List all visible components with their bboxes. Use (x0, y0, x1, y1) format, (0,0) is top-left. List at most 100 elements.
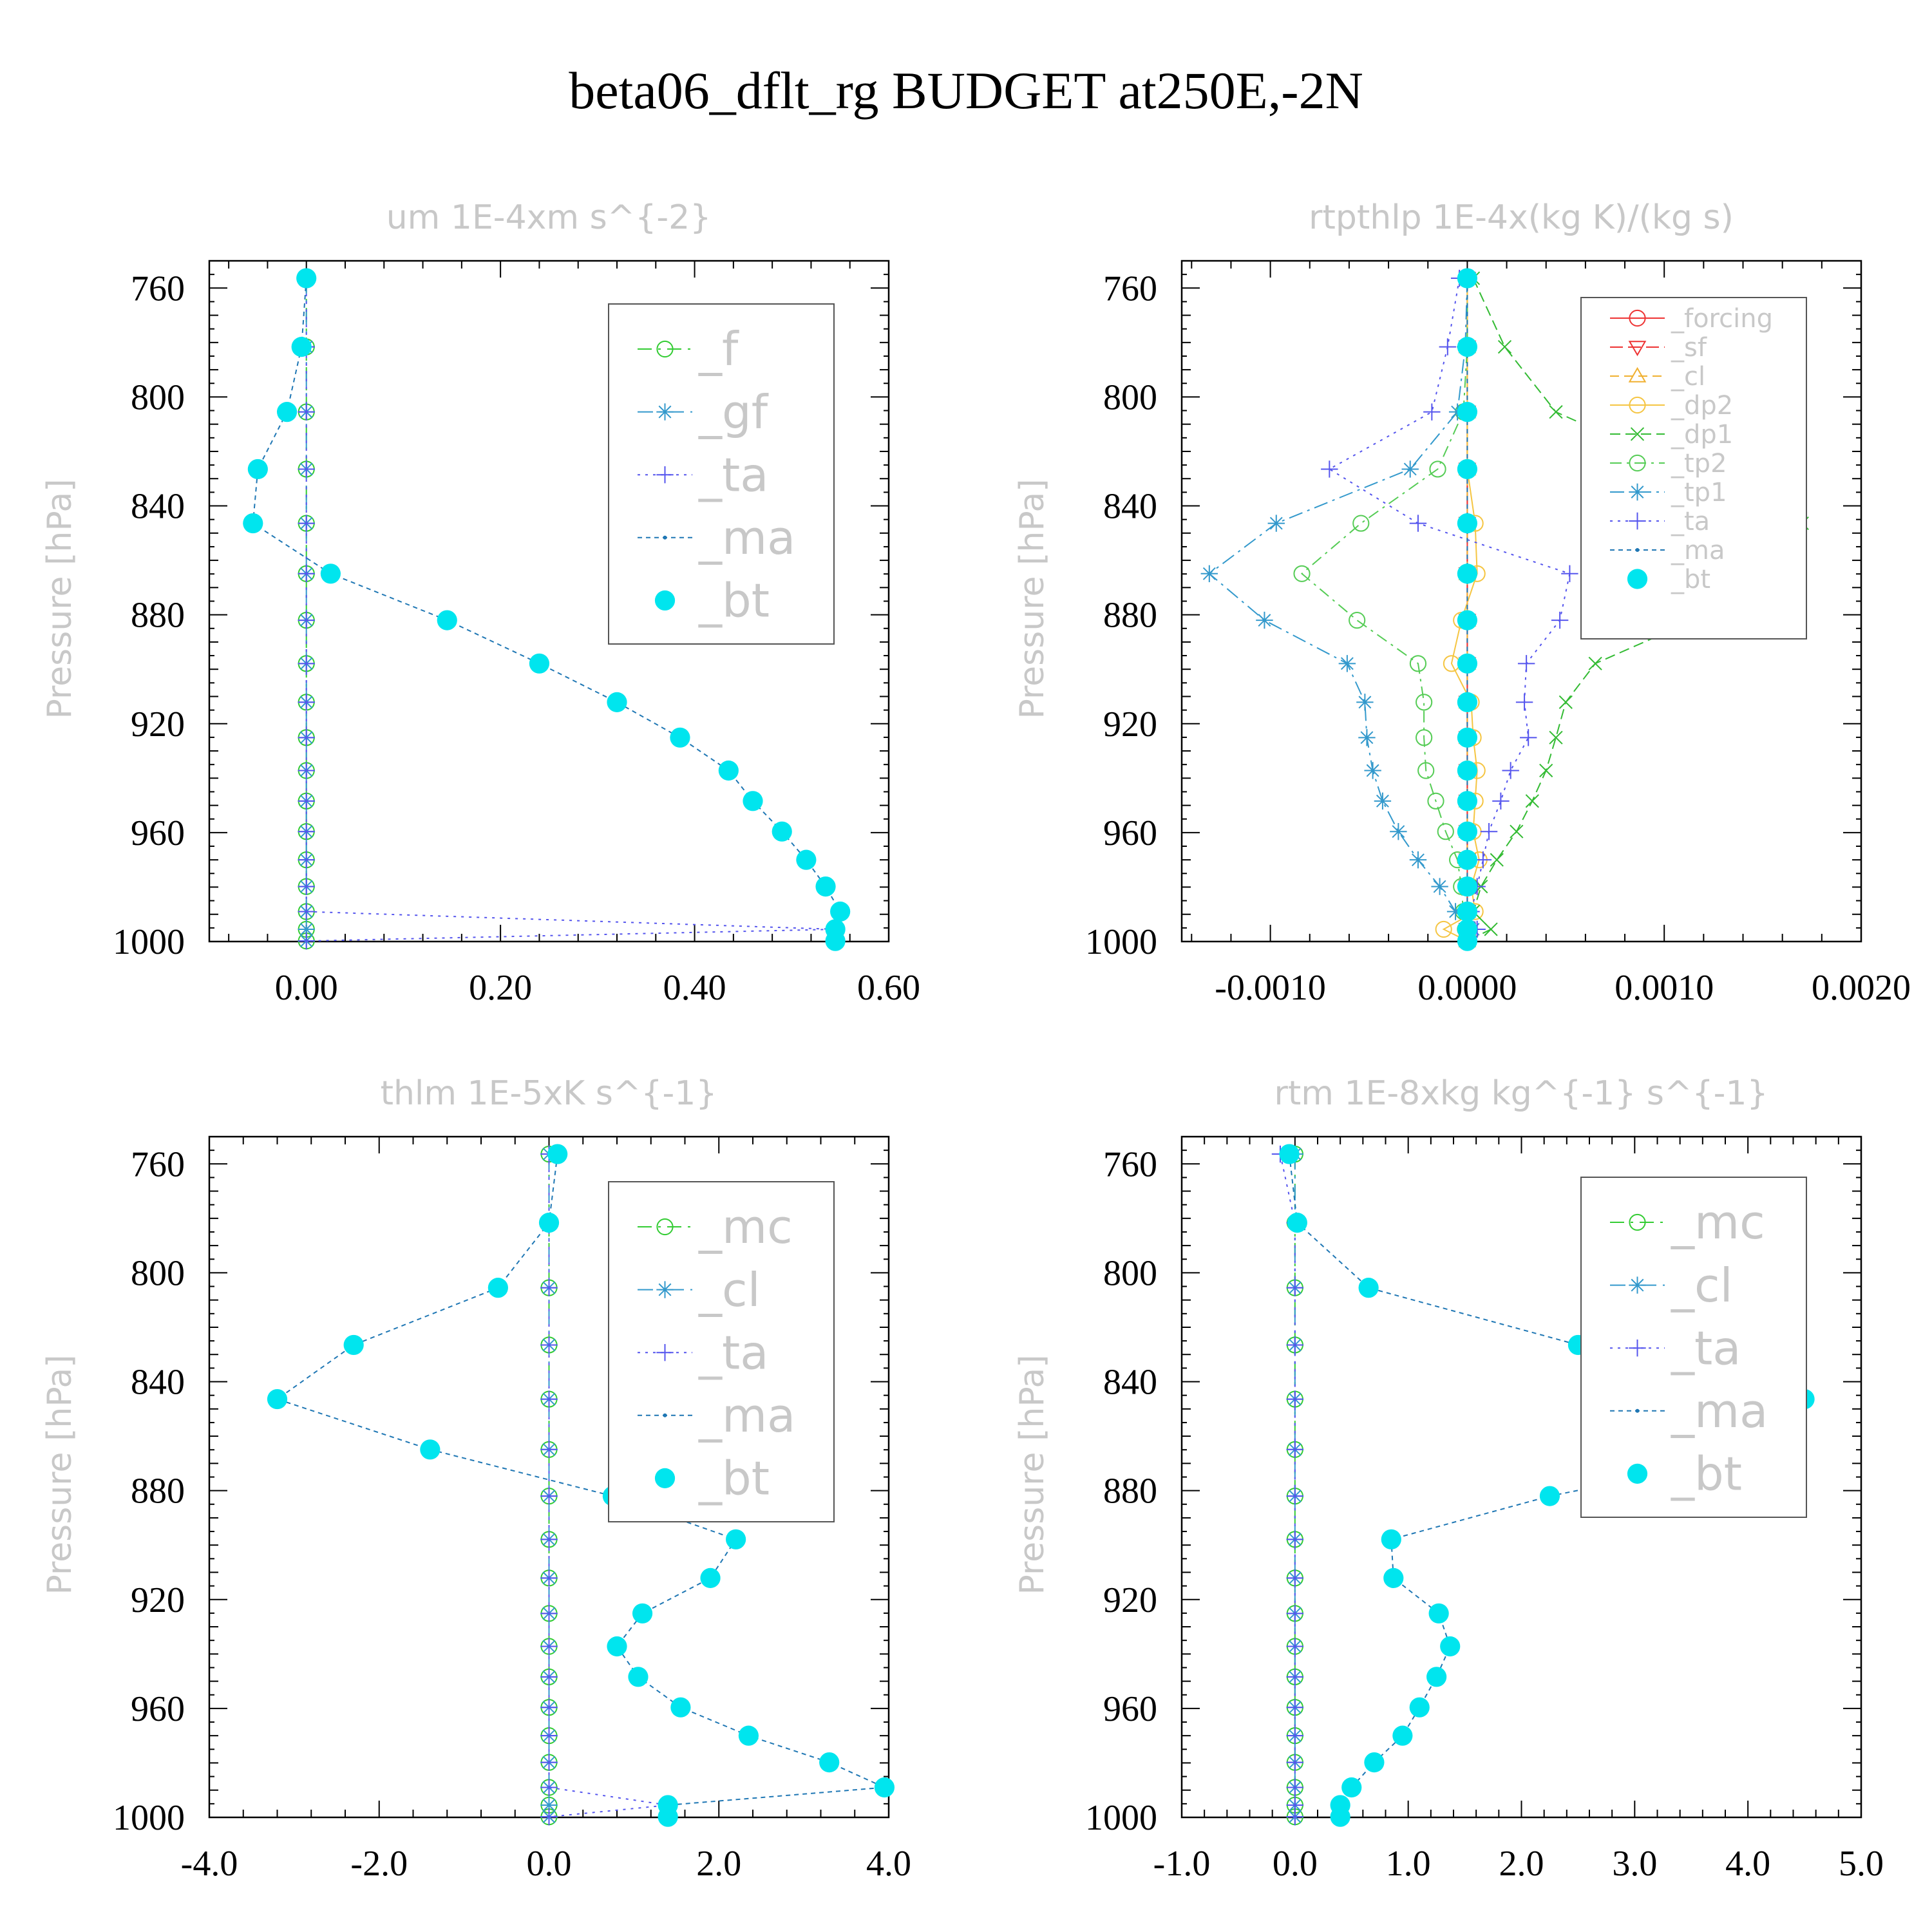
legend-label-ta: _ta (698, 1325, 768, 1379)
data-point (1457, 791, 1478, 811)
data-point (1457, 610, 1478, 630)
data-point (1474, 851, 1492, 869)
data-point (540, 1808, 558, 1826)
series-line-tp2 (1300, 278, 1468, 942)
series-layer (1200, 268, 1809, 951)
y-tick-label: 880 (131, 596, 185, 636)
data-point (298, 920, 315, 938)
series-line-ta (1280, 1153, 1296, 1817)
data-point (738, 1725, 759, 1746)
legend-label-bt: _bt (698, 574, 770, 628)
data-point (540, 1754, 558, 1771)
data-point (1439, 338, 1457, 355)
data-point (1427, 792, 1444, 810)
data-point (540, 1796, 558, 1814)
data-point (1374, 792, 1392, 810)
legend-box (1580, 1177, 1807, 1518)
data-point (540, 1569, 558, 1587)
x-tick-label: 3.0 (1612, 1844, 1657, 1884)
data-point (298, 729, 315, 746)
data-point (540, 1390, 558, 1408)
legend-box (608, 303, 835, 645)
data-point (1628, 366, 1647, 383)
data-point (298, 460, 315, 478)
data-point (796, 849, 817, 870)
x-tick-label: 4.0 (866, 1844, 911, 1884)
data-point (1321, 460, 1338, 478)
data-point (540, 1638, 558, 1655)
y-axis-label: Pressure [hPa] (41, 1355, 79, 1595)
data-point (1457, 692, 1478, 712)
data-point (1490, 853, 1504, 867)
data-point (830, 901, 851, 922)
data-point (1358, 729, 1376, 746)
x-tick-label: -0.0010 (1215, 968, 1326, 1008)
data-point (1520, 729, 1537, 746)
data-point (1426, 1667, 1447, 1687)
data-point (1409, 515, 1427, 532)
data-point (1356, 694, 1374, 711)
data-point (726, 1529, 746, 1549)
data-point (540, 1336, 558, 1354)
data-point (1341, 1777, 1362, 1798)
x-tick-label: 0.40 (663, 968, 726, 1008)
data-point (343, 1334, 364, 1356)
y-tick-label: 800 (1103, 377, 1157, 417)
panel-title: rtpthlp 1E-4x(kg K)/(kg s) (1309, 198, 1734, 237)
y-tick-label: 880 (1103, 596, 1157, 636)
series-line-dp2 (1442, 278, 1480, 942)
data-point (607, 692, 627, 712)
data-point (1630, 427, 1645, 441)
data-point (540, 1698, 558, 1716)
data-point (1627, 569, 1648, 589)
data-point (1286, 1779, 1304, 1796)
data-point (1358, 1278, 1379, 1298)
data-point (1286, 1727, 1304, 1745)
legend-label-dp1: _dp1 (1671, 420, 1733, 450)
x-tick-label: 0.00 (275, 968, 338, 1008)
legend-label-dp2: _dp2 (1671, 391, 1733, 421)
x-tick-label: 4.0 (1725, 1844, 1770, 1884)
legend-label-ma: _ma (698, 1388, 795, 1443)
data-point (540, 1727, 558, 1745)
y-tick-label: 920 (1103, 705, 1157, 744)
data-point (298, 655, 315, 672)
legend-label-cl: _cl (698, 1263, 761, 1317)
data-point (247, 459, 268, 480)
data-point (1629, 1340, 1646, 1357)
data-point (1497, 339, 1512, 354)
data-point (1635, 548, 1640, 552)
data-point (437, 610, 457, 630)
data-point (1457, 760, 1478, 781)
legend-label-mc: _mc (1671, 1195, 1765, 1249)
series-layer (243, 268, 851, 951)
data-point (298, 792, 315, 810)
data-point (1551, 611, 1569, 629)
data-point (1457, 268, 1478, 289)
x-tick-label: 0.20 (469, 968, 532, 1008)
y-tick-label: 840 (131, 487, 185, 527)
data-point (298, 932, 315, 950)
legend-label-bt: _bt (1671, 565, 1710, 594)
x-tick-label: 2.0 (696, 1844, 741, 1884)
series-layer (267, 1144, 895, 1827)
legend-label-f: _f (698, 322, 739, 376)
data-point (1457, 876, 1478, 897)
legend-label-ta: _ta (1671, 507, 1710, 536)
series-line-ma (276, 1153, 887, 1817)
data-point (298, 515, 315, 532)
data-point (540, 1605, 558, 1622)
data-point (243, 513, 263, 534)
data-point (540, 1668, 558, 1686)
legend-label-bt: _bt (698, 1452, 770, 1506)
data-point (1287, 1213, 1307, 1233)
data-point (267, 1388, 288, 1410)
data-point (1628, 341, 1647, 357)
panel-title: rtm 1E-8xkg kg^{-1} s^{-1} (1274, 1074, 1768, 1113)
data-point (1457, 931, 1478, 951)
legend-label-ma: _ma (698, 511, 795, 565)
data-point (1416, 694, 1433, 711)
data-point (1561, 565, 1578, 582)
series-layer (1271, 1144, 1815, 1827)
